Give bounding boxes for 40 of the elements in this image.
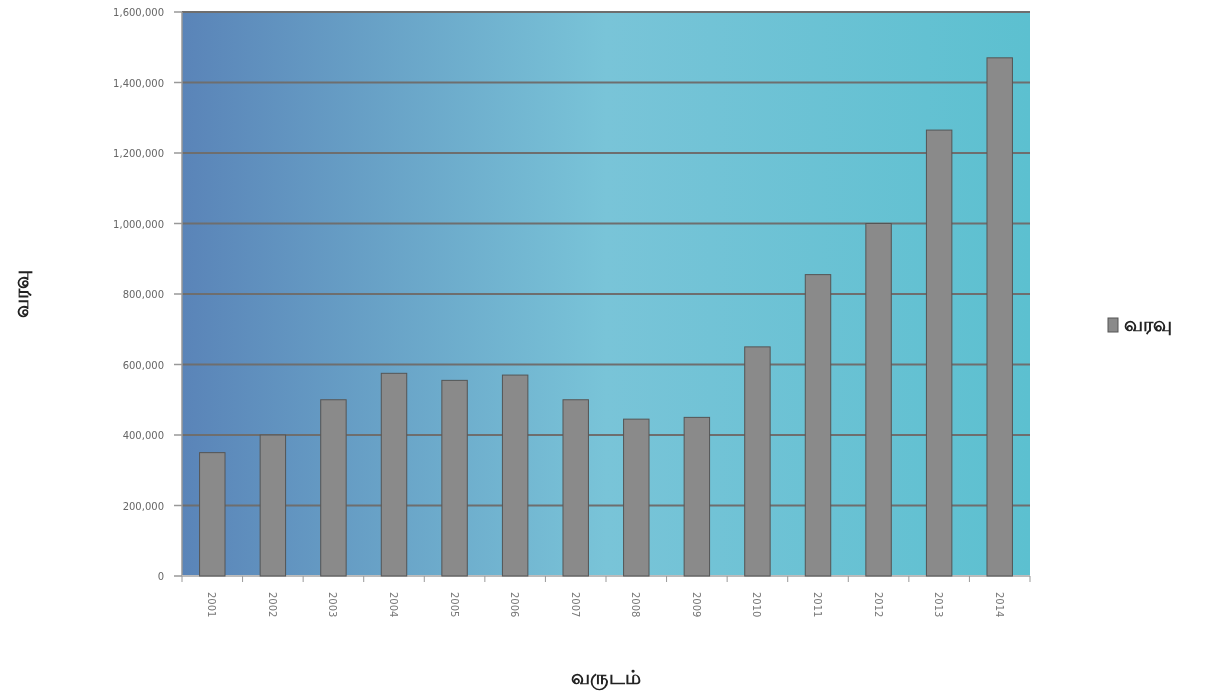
y-axis-title: வரவு — [9, 270, 33, 318]
x-tick-label: 2001 — [206, 592, 218, 618]
y-tick-label: 600,000 — [122, 359, 164, 371]
x-tick-label: 2004 — [388, 592, 399, 618]
bar — [804, 274, 832, 577]
bar — [683, 416, 711, 577]
x-tick-label: 2008 — [630, 592, 642, 618]
y-tick-label: 1,000,000 — [113, 218, 164, 230]
y-tick-label: 400,000 — [122, 430, 164, 441]
x-tick-label: 2011 — [812, 592, 823, 618]
bar — [501, 374, 529, 577]
bar — [380, 372, 408, 577]
x-tick-label: 2010 — [751, 592, 763, 618]
bar — [320, 399, 347, 577]
x-tick-label: 2003 — [327, 592, 339, 618]
y-tick-label: 800,000 — [122, 289, 164, 300]
x-tick-label: 2013 — [933, 592, 945, 618]
bar — [925, 129, 953, 577]
bar — [199, 452, 226, 577]
x-tick-label: 2012 — [872, 592, 884, 618]
y-tick-label: 1,400,000 — [113, 77, 164, 89]
bar — [744, 346, 771, 577]
bar — [623, 418, 650, 577]
bar — [562, 399, 589, 577]
x-tick-label: 2005 — [448, 592, 460, 618]
bar — [259, 434, 287, 577]
y-tick-label: 1,600,000 — [113, 7, 164, 18]
bar — [865, 223, 892, 577]
y-tick-label: 0 — [157, 571, 164, 582]
y-tick-label: 1,200,000 — [113, 148, 164, 159]
x-tick-label: 2009 — [690, 592, 702, 618]
legend-label: வரவு — [1124, 312, 1172, 336]
y-tick-label: 200,000 — [122, 500, 164, 512]
x-tick-label: 2014 — [993, 592, 1005, 618]
x-tick-label: 2006 — [509, 592, 521, 618]
x-tick-label: 2002 — [266, 592, 278, 618]
bar — [986, 57, 1013, 577]
x-axis-title: வருடம் — [571, 665, 641, 691]
x-tick-label: 2007 — [569, 592, 581, 618]
bar — [441, 379, 468, 577]
